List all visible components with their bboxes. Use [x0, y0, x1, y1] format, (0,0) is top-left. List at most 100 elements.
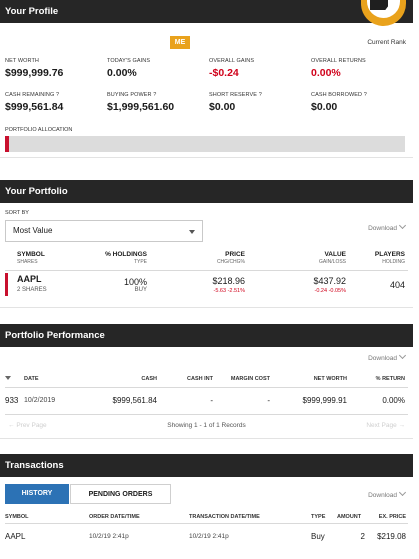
col-cash-int[interactable]: Cash Int [187, 376, 213, 382]
portfolio-header: Your Portfolio [0, 180, 413, 203]
performance-download-link[interactable]: Download [368, 355, 405, 362]
transactions-download-link[interactable]: Download [368, 492, 405, 499]
transaction-date: 10/2/19 2:41p [189, 533, 229, 540]
col-net-worth[interactable]: Net Worth [313, 376, 347, 382]
holding-percent: 100% [123, 277, 147, 287]
holding-shares: 2 Shares [17, 287, 47, 293]
header-divider [5, 387, 408, 388]
portfolio-panel: Your Portfolio Sort By Most Value Downlo… [0, 180, 413, 308]
col-holdings-label: % Holdings [105, 251, 147, 258]
stat-overall-gains: Overall Gains -$0.24 [209, 58, 254, 79]
prev-page-link[interactable]: ← Prev Page [8, 422, 47, 429]
holding-type: Buy [134, 287, 147, 293]
holding-price: $218.96 [212, 276, 245, 286]
transaction-symbol-link[interactable]: AAPL [5, 532, 26, 541]
stat-value: $999,561.84 [5, 101, 64, 113]
sort-triangle-icon[interactable] [5, 376, 11, 380]
col-price[interactable]: Price Chg/Chg% [195, 251, 245, 265]
header-divider [5, 523, 408, 524]
col-order-date[interactable]: Order Date/Time [89, 514, 140, 520]
col-return[interactable]: % Return [375, 376, 405, 382]
col-symbol[interactable]: Symbol Shares [17, 251, 45, 265]
portfolio-allocation-bar [5, 136, 405, 152]
footer-divider [5, 414, 408, 415]
stat-label: Today's Gains [107, 58, 151, 64]
me-badge: ME [170, 36, 190, 49]
col-margin-cost[interactable]: Margin Cost [230, 376, 270, 382]
stat-buying-power[interactable]: Buying Power ? $1,999,561.60 [107, 92, 174, 113]
tab-pending-orders[interactable]: Pending Orders [70, 484, 171, 504]
holding-price-change: -5.63 -2.51% [213, 288, 246, 294]
stat-label: Cash Borrowed ? [311, 92, 367, 98]
transaction-order-date: 10/2/19 2:41p [89, 533, 129, 540]
col-amount[interactable]: Amount [337, 514, 362, 520]
portfolio-download-link[interactable]: Download [368, 225, 405, 232]
performance-panel: Portfolio Performance Download Date Cash… [0, 324, 413, 439]
col-gain-loss-label: Gain/Loss [319, 259, 346, 265]
stat-todays-gains: Today's Gains 0.00% [107, 58, 150, 79]
stat-net-worth: Net Worth $999,999.76 [5, 58, 63, 79]
holding-color-strip [5, 273, 8, 296]
col-chg-label: Chg/Chg% [216, 259, 245, 265]
stat-value: -$0.24 [209, 67, 239, 79]
col-holdings[interactable]: % Holdings Type [100, 251, 147, 265]
perf-cash: $999,561.84 [112, 396, 158, 405]
stat-label: Net Worth [5, 58, 40, 64]
holding-gain-loss: -0.24 -0.05% [314, 288, 347, 294]
transactions-panel: Transactions History Pending Orders Down… [0, 454, 413, 559]
col-symbol-label: Symbol [17, 251, 45, 258]
col-players[interactable]: Players Holding [360, 251, 405, 265]
col-players-label: Players [374, 251, 405, 258]
sort-by-label: Sort By [5, 210, 29, 216]
stat-cash-remaining[interactable]: Cash Remaining ? $999,561.84 [5, 92, 63, 113]
stat-label: Overall Returns [311, 58, 366, 64]
allocation-stocks-segment [5, 136, 9, 152]
caret-down-icon [189, 230, 195, 234]
sort-select-value: Most Value [13, 226, 53, 235]
stat-value: $1,999,561.60 [107, 101, 175, 113]
holding-players: 404 [389, 280, 405, 290]
performance-header: Portfolio Performance [0, 324, 413, 347]
col-date[interactable]: Date [24, 376, 39, 382]
stat-label: Overall Gains [209, 58, 255, 64]
transaction-price: $219.08 [377, 532, 406, 541]
perf-margin-cost: - [267, 396, 270, 405]
col-price-label: Price [225, 251, 245, 258]
col-shares-label: Shares [17, 259, 38, 265]
profile-header: Your Profile [0, 0, 413, 23]
records-count: Showing 1 - 1 of 1 Records [167, 422, 246, 429]
col-type[interactable]: Type [311, 514, 326, 520]
stat-label: Short Reserve ? [209, 92, 262, 98]
prev-page-label: Prev Page [16, 422, 47, 429]
col-cash[interactable]: Cash [141, 376, 157, 382]
stat-value: $999,999.76 [5, 67, 64, 79]
stat-cash-borrowed[interactable]: Cash Borrowed ? $0.00 [311, 92, 367, 113]
holding-value: $437.92 [313, 276, 346, 286]
col-transaction-date[interactable]: Transaction Date/Time [189, 514, 260, 520]
col-symbol[interactable]: Symbol [5, 514, 29, 520]
stat-value: 0.00% [311, 67, 341, 79]
portfolio-allocation-label: Portfolio Allocation [5, 127, 73, 133]
col-value-label: Value [324, 251, 346, 258]
transaction-type: Buy [311, 532, 325, 541]
next-page-label: Next Page [366, 422, 397, 429]
holding-symbol-link[interactable]: AAPL [17, 274, 42, 284]
transactions-header: Transactions [0, 454, 413, 477]
stat-label: Buying Power ? [107, 92, 157, 98]
col-ex-price[interactable]: Ex. Price [378, 514, 406, 520]
tab-history[interactable]: History [5, 484, 69, 504]
stat-value: $0.00 [209, 101, 236, 113]
sort-select[interactable]: Most Value [5, 220, 203, 242]
stat-label: Cash Remaining ? [5, 92, 60, 98]
profile-panel: Your Profile Current Rank ME Net Worth $… [0, 0, 413, 158]
perf-net-worth: $999,999.91 [302, 396, 348, 405]
perf-date: 10/2/2019 [24, 397, 56, 404]
col-value[interactable]: Value Gain/Loss [295, 251, 346, 265]
current-rank-label: Current Rank [367, 39, 406, 46]
col-type-label: Type [133, 259, 147, 265]
stat-short-reserve[interactable]: Short Reserve ? $0.00 [209, 92, 262, 113]
perf-return: 0.00% [382, 396, 405, 405]
header-divider [5, 270, 408, 271]
col-holding-label: Holding [382, 259, 405, 265]
next-page-link[interactable]: Next Page → [366, 422, 405, 429]
